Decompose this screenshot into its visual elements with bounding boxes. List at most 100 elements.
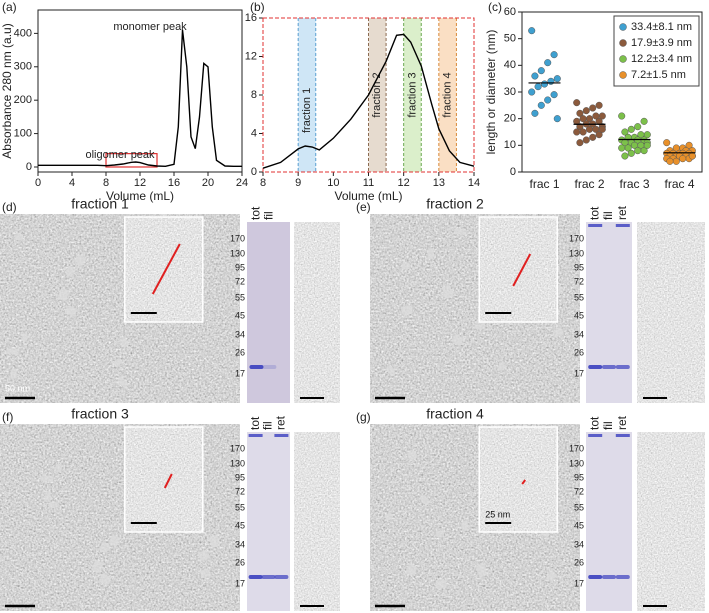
marker-label: 45 [574,520,584,530]
marker-label: 34 [574,539,584,549]
panel-label: (e) [356,200,371,214]
marker-label: 45 [574,310,584,320]
gel [247,222,290,403]
y-tick-label: 50 [504,33,516,45]
inset-border [478,426,558,533]
y-tick-label: 100 [14,127,32,139]
marker-label: 34 [235,539,245,549]
plot-frame [521,11,703,173]
legend-box [613,15,700,87]
lane-label: tot [587,416,601,430]
x-tick-label: 13 [433,177,445,189]
inset-measure [163,473,173,489]
fraction-label: fraction 1 [301,88,313,133]
data-point [672,157,680,165]
inset [124,217,203,322]
particle [198,550,210,561]
data-point [576,109,584,117]
panel-title: fraction 1 [71,196,129,212]
marker-label: 95 [574,472,584,482]
marker-label: 26 [574,557,584,567]
data-point [621,152,629,160]
y-axis-label: length or diameter (nm) [484,30,498,155]
marker-label: 72 [574,486,584,496]
data-point [627,149,635,157]
particle [435,579,447,590]
y-tick-label: 300 [14,61,32,73]
panel-title: fraction 4 [426,406,484,422]
fraction-label: fraction 3 [406,72,418,117]
gel-band [602,575,616,579]
annotation: monomer peak [113,21,187,33]
lane-label: fil [262,211,276,220]
data-point [528,27,536,35]
x-tick-label: 8 [103,177,109,189]
marker-label: 72 [235,486,245,496]
particle [461,520,468,531]
micrograph-strip [294,432,340,611]
fraction-label: fraction 4 [442,72,454,117]
data-point [595,101,603,109]
y-tick-label: 8 [251,89,257,101]
gel-band [274,575,289,579]
data-point [640,117,648,125]
marker-label: 45 [235,520,245,530]
marker-label: 130 [230,248,245,258]
particle [41,475,54,482]
data-point [576,123,584,131]
x-tick-label: frac 2 [574,177,604,191]
data-point [582,136,590,144]
plot-frame [37,9,243,173]
marker-label: 34 [235,329,245,339]
data-point [573,128,581,136]
marker-label: 72 [235,276,245,286]
particle [117,376,129,388]
gel-band [248,575,263,579]
y-tick-label: 0 [510,166,516,178]
particle [65,266,76,277]
data-point [679,155,687,163]
micrograph-strip [637,222,705,403]
data-point [537,67,545,75]
data-point [589,133,597,141]
panel-label: (c) [488,0,502,14]
inset [479,427,558,532]
inset-border [124,216,204,323]
particle [452,334,464,346]
gel-band [261,575,276,579]
gel [247,432,290,611]
panel-title: fraction 2 [426,196,484,212]
annotation: oligomer peak [85,149,155,161]
lane-label: tot [587,206,601,220]
data-point [585,125,594,133]
data-point [537,101,545,109]
panel-label: (g) [356,410,371,424]
inset-measure [521,479,527,485]
fraction-band [368,18,387,172]
data-point [550,91,558,99]
y-tick-label: 400 [14,27,32,39]
gel-band [602,365,616,369]
particle [99,542,110,553]
micrograph [0,214,240,403]
data-point [553,75,561,83]
marker-label: 95 [574,262,584,272]
particle [44,491,51,502]
particle [21,333,28,342]
x-tick-label: 8 [260,177,266,189]
x-tick-label: 14 [468,177,480,189]
lane-label: fil [601,211,615,220]
data-point [573,99,581,107]
marker-label: 17 [574,578,584,588]
data-point [547,77,555,85]
marker-label: 55 [235,502,245,512]
data-line [38,29,242,168]
scale-label: 50 nm [5,383,30,393]
gel-band [588,434,603,437]
micrograph-strip [294,222,340,403]
x-tick-label: frac 1 [529,177,559,191]
x-tick-label: 9 [295,177,301,189]
data-point [666,157,674,165]
data-point [618,112,626,120]
x-tick-label: frac 3 [619,177,649,191]
